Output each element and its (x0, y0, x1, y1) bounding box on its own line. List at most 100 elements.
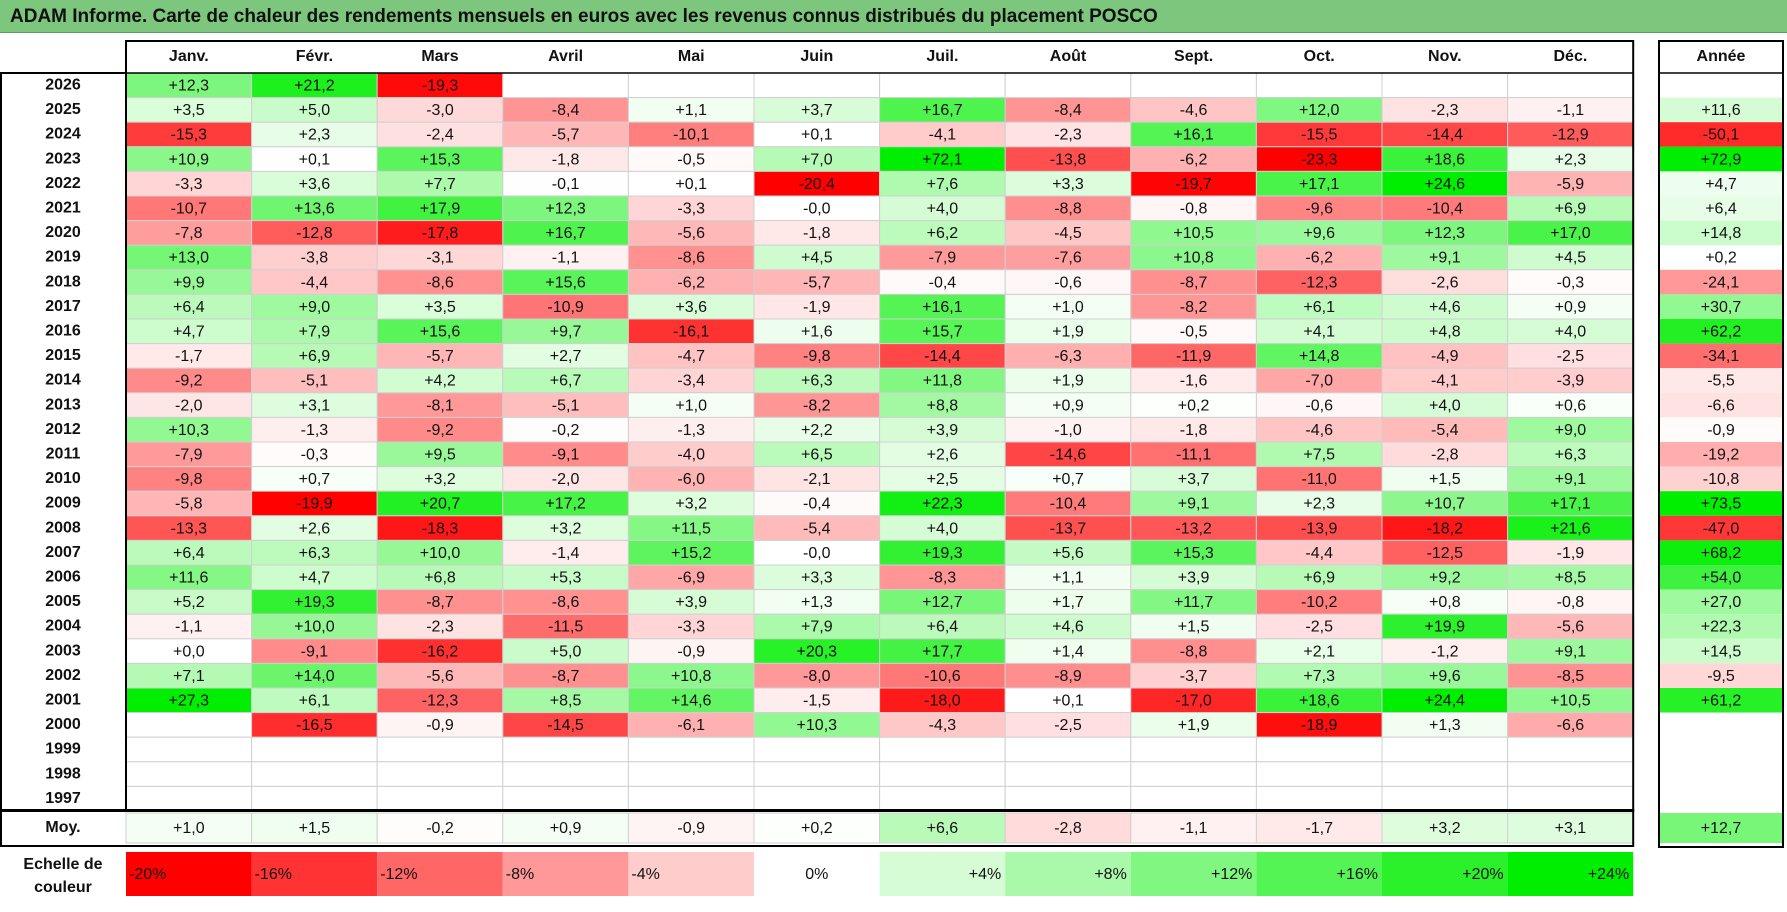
heatmap-cell (753, 244, 881, 271)
heatmap-cell (1004, 589, 1132, 615)
annual-value: +30,7 (1701, 299, 1742, 316)
cell-value: -5,9 (1557, 176, 1585, 193)
cell-value: -1,5 (803, 693, 831, 710)
cell-value: +17,9 (420, 201, 461, 218)
cell-value: -4,1 (929, 127, 957, 144)
heatmap-cell (879, 712, 1006, 738)
heatmap-cell (1130, 416, 1257, 443)
cell-value: +11,5 (672, 520, 711, 537)
heatmap-cell (125, 72, 253, 99)
month-header-9: Sept. (1174, 48, 1213, 65)
cell-value: +9,7 (550, 324, 582, 341)
cell-value: -1,3 (301, 422, 329, 439)
cell-value: -12,5 (1427, 545, 1464, 562)
heatmap-cell (1130, 564, 1257, 591)
cell-value: +16,1 (1173, 127, 1214, 144)
average-cell (1130, 812, 1257, 844)
cell-value: -13,9 (1301, 520, 1338, 537)
cell-value: +0,9 (1555, 299, 1587, 316)
row-year-2012: 2012 (45, 421, 81, 438)
cell-value: -4,0 (677, 447, 705, 464)
cell-value: -4,3 (929, 717, 957, 734)
heatmap-cell (1381, 466, 1509, 492)
heatmap-cell (879, 269, 1006, 295)
heatmap-cell (502, 195, 629, 222)
row-year-2014: 2014 (45, 372, 81, 389)
heatmap-cell (1507, 490, 1634, 517)
heatmap-cell (1507, 318, 1634, 345)
cell-value: +19,3 (294, 594, 335, 611)
row-year-2004: 2004 (45, 618, 81, 635)
average-label: Moy. (45, 819, 80, 836)
cell-value: +1,4 (1052, 643, 1084, 660)
heatmap-cell (753, 416, 881, 443)
cell-value: -17,0 (1175, 693, 1212, 710)
cell-value: +10,5 (1173, 225, 1214, 242)
cell-value: -6,0 (677, 471, 705, 488)
cell-value: +2,6 (927, 447, 959, 464)
cell-value: +3,3 (801, 570, 833, 587)
cell-value: +15,3 (420, 151, 461, 168)
cell-value: -19,7 (1175, 176, 1212, 193)
cell-value: +4,0 (1429, 397, 1461, 414)
heatmap-cell (753, 785, 881, 812)
heatmap-cell (1255, 269, 1383, 295)
scale-label-line2: couleur (34, 879, 92, 896)
cell-value: -7,9 (175, 447, 203, 464)
heatmap-cell (1381, 416, 1509, 443)
cell-value: +0,2 (1178, 397, 1210, 414)
heatmap-cell (251, 146, 378, 172)
cell-value: +10,5 (1550, 693, 1591, 710)
annual-value: +68,2 (1701, 545, 1742, 562)
heatmap-cell (502, 712, 629, 738)
annual-value: +14,8 (1701, 225, 1742, 242)
heatmap-cell (1507, 269, 1634, 295)
cell-value: -5,8 (175, 496, 203, 513)
annual-cell (1659, 737, 1783, 762)
heatmap-cell (125, 736, 253, 763)
row-year-2001: 2001 (45, 692, 81, 709)
heatmap-cell (251, 269, 378, 295)
annual-value: +22,3 (1701, 619, 1742, 636)
heatmap-cell (627, 220, 755, 246)
heatmap-cell (753, 490, 881, 517)
cell-value: +10,8 (671, 668, 712, 685)
heatmap-cell (251, 343, 378, 369)
cell-value: +2,1 (1303, 643, 1335, 660)
heatmap-cell (251, 490, 378, 517)
cell-value: +21,6 (1550, 520, 1591, 537)
heatmap-cell (1130, 269, 1257, 295)
heatmap-cell (1130, 293, 1257, 320)
heatmap-cell (251, 244, 378, 271)
heatmap-cell (753, 564, 881, 591)
heatmap-cell (1507, 416, 1634, 443)
row-year-2023: 2023 (45, 150, 81, 167)
cell-value: +24,6 (1425, 176, 1466, 193)
average-cell (879, 812, 1006, 844)
heatmap-cell (1004, 121, 1132, 148)
average-value: +6,6 (927, 820, 959, 837)
cell-value: +2,3 (1555, 151, 1587, 168)
heatmap-cell (879, 244, 1006, 271)
heatmap-cell (1255, 466, 1383, 492)
heatmap-cell (251, 662, 378, 689)
cell-value: +11,7 (1174, 594, 1213, 611)
heatmap-cell (1507, 441, 1634, 468)
cell-value: -1,4 (552, 545, 580, 562)
cell-value: -4,4 (1305, 545, 1333, 562)
cell-value: +6,1 (1303, 299, 1335, 316)
heatmap-cell (1381, 318, 1509, 345)
cell-value: +0,6 (1555, 397, 1587, 414)
cell-value: -5,7 (552, 127, 580, 144)
heatmap-cell (1004, 367, 1132, 394)
cell-value: +9,5 (424, 447, 456, 464)
heatmap-cell (251, 736, 378, 763)
heatmap-cell (376, 343, 504, 369)
row-year-2019: 2019 (45, 249, 81, 266)
heatmap-cell (1507, 121, 1634, 148)
cell-value: -8,7 (1180, 274, 1208, 291)
cell-value: +6,2 (927, 225, 959, 242)
heatmap-cell (125, 564, 253, 591)
heatmap-cell (753, 72, 881, 99)
heatmap-cell (376, 367, 504, 394)
